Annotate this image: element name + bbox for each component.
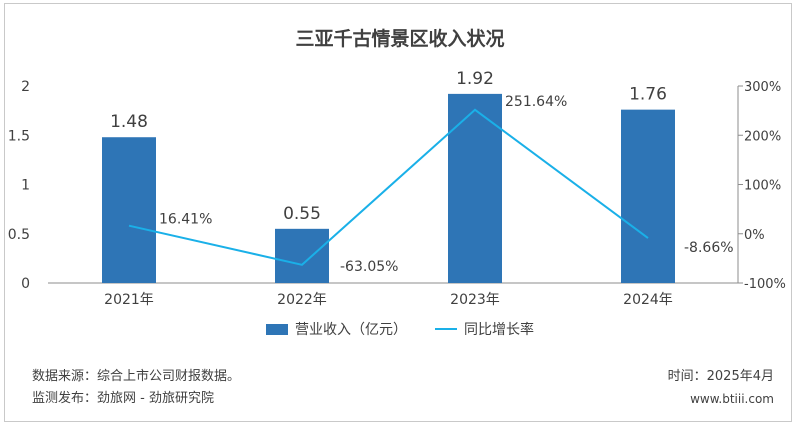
data-source: 数据来源：综合上市公司财报数据。 <box>32 369 241 384</box>
footer-left: 数据来源：综合上市公司财报数据。 监测发布：劲旅网 - 劲旅研究院 <box>32 366 240 410</box>
x-axis-tick-label: 2022年 <box>277 292 327 308</box>
x-axis-tick-label: 2024年 <box>623 292 673 308</box>
left-axis-tick-label: 1.5 <box>8 128 30 144</box>
growth-value-label: -63.05% <box>340 259 398 275</box>
right-axis-tick-label: 0% <box>744 228 765 243</box>
growth-value-label: -8.66% <box>684 240 734 256</box>
publisher: 监测发布：劲旅网 - 劲旅研究院 <box>32 391 214 406</box>
right-axis-tick-label: 200% <box>744 129 781 144</box>
growth-value-label: 16.41% <box>159 212 212 228</box>
right-axis-tick-label: 300% <box>744 80 781 95</box>
x-axis-tick-label: 2023年 <box>450 292 500 308</box>
legend-swatch-bar <box>266 323 288 335</box>
left-axis-tick-label: 1 <box>21 178 30 194</box>
right-axis-tick-label: -100% <box>744 277 786 292</box>
bar <box>448 93 502 283</box>
legend-swatch-line <box>435 328 457 330</box>
x-axis-tick-label: 2021年 <box>104 292 154 308</box>
left-axis-tick-label: 0.5 <box>8 227 30 243</box>
legend-item-revenue: 营业收入（亿元） <box>266 319 407 339</box>
right-axis-tick-label: 100% <box>744 179 781 194</box>
bar <box>275 228 329 283</box>
chart-title: 三亚千古情景区收入状况 <box>295 28 505 50</box>
left-axis-tick-label: 2 <box>21 79 30 95</box>
bar <box>102 137 156 283</box>
bar-value-label: 0.55 <box>283 204 321 224</box>
website: www.btiii.com <box>690 392 774 406</box>
bar-value-label: 1.48 <box>110 112 148 132</box>
legend-label-growth: 同比增长率 <box>464 322 534 338</box>
left-axis-tick-label: 0 <box>21 276 30 292</box>
bar-value-label: 1.92 <box>456 69 494 89</box>
bar-value-label: 1.76 <box>629 85 667 105</box>
publish-date: 时间：2025年4月 <box>667 369 774 384</box>
bar <box>621 109 675 283</box>
legend: 营业收入（亿元） 同比增长率 <box>0 319 800 339</box>
growth-value-label: 251.64% <box>505 94 567 110</box>
growth-line <box>128 108 649 266</box>
legend-label-revenue: 营业收入（亿元） <box>295 322 407 338</box>
footer-right: 时间：2025年4月 www.btiii.com <box>668 366 774 410</box>
legend-item-growth: 同比增长率 <box>435 319 534 339</box>
